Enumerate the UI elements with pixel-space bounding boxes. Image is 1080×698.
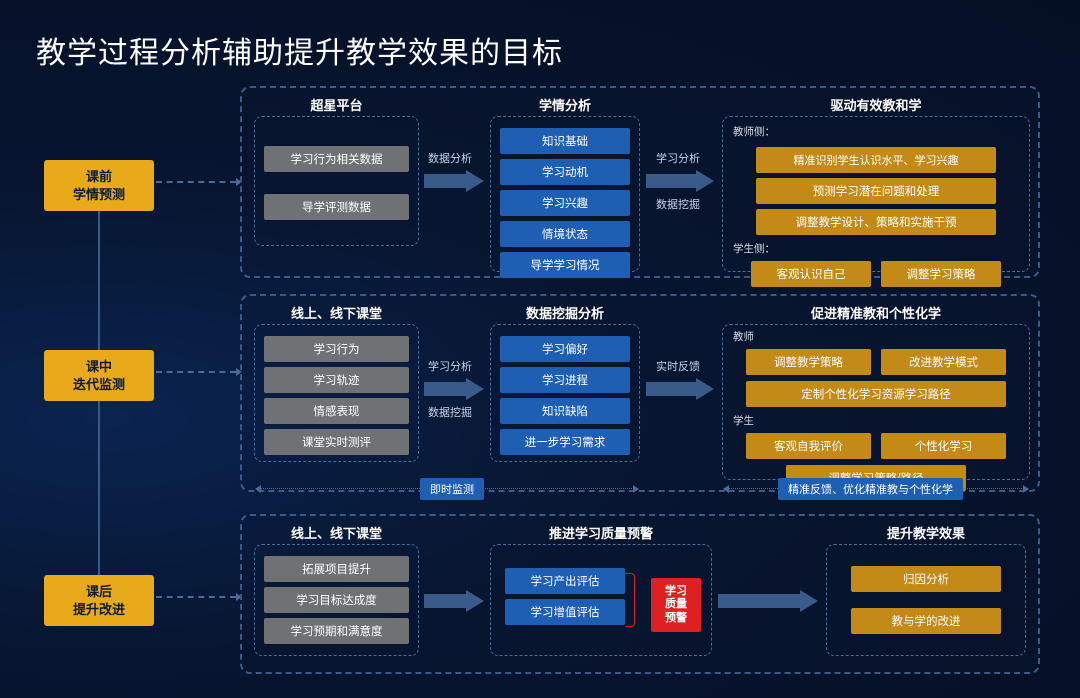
phase-tag-post: 课后 提升改进	[44, 575, 154, 626]
item-box: 精准识别学生认识水平、学习兴趣	[756, 147, 996, 173]
item-box: 学习动机	[500, 159, 630, 185]
group-quality: 推进学习质量预警 学习产出评估 学习增值评估 学习 质量 预警	[490, 544, 712, 656]
section-label: 学生	[729, 412, 1023, 431]
group-title: 推进学习质量预警	[491, 523, 711, 542]
footer-chip-left: 即时监测	[420, 478, 484, 500]
section-label: 教师侧：	[729, 123, 1023, 142]
item-box: 学习产出评估	[505, 568, 625, 594]
warning-box: 学习 质量 预警	[651, 578, 701, 632]
item-box: 学习增值评估	[505, 599, 625, 625]
diagram-canvas: 课前 学情预测 课中 迭代监测 课后 提升改进 超星平台 学习行为相关数据 导学…	[0, 78, 1080, 698]
phase-line1: 课后	[44, 583, 154, 601]
group-title: 学情分析	[491, 95, 639, 114]
phase-line1: 课前	[44, 168, 154, 186]
arrow-label: 实时反馈	[656, 358, 700, 374]
group-title: 超星平台	[255, 95, 418, 114]
spine-line	[98, 398, 100, 598]
group-title: 驱动有效教和学	[723, 95, 1029, 114]
group-classroom: 线上、线下课堂 学习行为 学习轨迹 情感表现 课堂实时测评	[254, 324, 419, 462]
group-title: 提升教学效果	[827, 523, 1025, 542]
phase-line2: 学情预测	[44, 186, 154, 204]
page-title: 教学过程分析辅助提升教学效果的目标	[36, 28, 563, 72]
section-label: 教师	[729, 328, 1023, 347]
phase-line2: 提升改进	[44, 601, 154, 619]
item-box: 进一步学习需求	[500, 429, 630, 455]
arrow-label: 数据分析	[428, 150, 472, 166]
group-mining: 数据挖掘分析 学习偏好 学习进程 知识缺陷 进一步学习需求	[490, 324, 640, 462]
flow-arrow	[718, 590, 818, 612]
item-box: 导学评测数据	[264, 194, 409, 220]
flow-arrow	[646, 170, 714, 192]
connector	[156, 371, 236, 373]
panel-row-3: 线上、线下课堂 拓展项目提升 学习目标达成度 学习预期和满意度 推进学习质量预警…	[240, 514, 1040, 674]
item-box: 课堂实时测评	[264, 429, 409, 455]
item-box: 学习行为相关数据	[264, 146, 409, 172]
item-box: 情境状态	[500, 221, 630, 247]
phase-tag-mid: 课中 迭代监测	[44, 350, 154, 401]
flow-arrow	[424, 378, 484, 400]
item-box: 学习预期和满意度	[264, 618, 409, 644]
panel-row-1: 超星平台 学习行为相关数据 导学评测数据 数据分析 学情分析 知识基础 学习动机…	[240, 86, 1040, 278]
connector	[156, 181, 236, 183]
item-box: 预测学习潜在问题和处理	[756, 178, 996, 204]
item-box: 知识基础	[500, 128, 630, 154]
footer-chip-right: 精准反馈、优化精准教与个性化学	[778, 478, 963, 500]
item-box: 情感表现	[264, 398, 409, 424]
flow-arrow	[424, 590, 484, 612]
arrow-label: 学习分析	[428, 358, 472, 374]
section-label: 学生侧：	[729, 240, 1023, 259]
item-box: 导学学习情况	[500, 252, 630, 278]
group-classroom2: 线上、线下课堂 拓展项目提升 学习目标达成度 学习预期和满意度	[254, 544, 419, 656]
item-box: 调整学习策略	[881, 261, 1001, 287]
item-box: 学习轨迹	[264, 367, 409, 393]
flow-arrow	[646, 378, 714, 400]
brace	[625, 573, 635, 627]
phase-line1: 课中	[44, 358, 154, 376]
group-improve: 提升教学效果 归因分析 教与学的改进	[826, 544, 1026, 656]
arrow-label: 数据挖掘	[428, 404, 472, 420]
item-box: 归因分析	[851, 566, 1001, 592]
item-box: 客观认识自己	[751, 261, 871, 287]
flow-arrow	[424, 170, 484, 192]
phase-tag-pre: 课前 学情预测	[44, 160, 154, 211]
group-title: 线上、线下课堂	[255, 523, 418, 542]
group-title: 数据挖掘分析	[491, 303, 639, 322]
item-box: 学习兴趣	[500, 190, 630, 216]
group-title: 线上、线下课堂	[255, 303, 418, 322]
group-platform: 超星平台 学习行为相关数据 导学评测数据	[254, 116, 419, 246]
item-box: 客观自我评价	[746, 433, 871, 459]
item-box: 调整教学策略	[746, 349, 871, 375]
item-box: 教与学的改进	[851, 608, 1001, 634]
arrow-label: 数据挖掘	[656, 196, 700, 212]
arrow-label: 学习分析	[656, 150, 700, 166]
item-box: 改进教学模式	[881, 349, 1006, 375]
item-box: 调整教学设计、策略和实施干预	[756, 209, 996, 235]
connector	[156, 596, 236, 598]
item-box: 学习目标达成度	[264, 587, 409, 613]
item-box: 学习行为	[264, 336, 409, 362]
item-box: 拓展项目提升	[264, 556, 409, 582]
item-box: 定制个性化学习资源学习路径	[746, 381, 1006, 407]
panel-row-2: 线上、线下课堂 学习行为 学习轨迹 情感表现 课堂实时测评 学习分析 数据挖掘 …	[240, 294, 1040, 492]
spine-line	[98, 186, 100, 374]
item-box: 个性化学习	[881, 433, 1006, 459]
group-title: 促进精准教和个性化学	[723, 303, 1029, 322]
item-box: 知识缺陷	[500, 398, 630, 424]
group-analysis: 学情分析 知识基础 学习动机 学习兴趣 情境状态 导学学习情况	[490, 116, 640, 272]
group-drive: 驱动有效教和学 教师侧： 精准识别学生认识水平、学习兴趣 预测学习潜在问题和处理…	[722, 116, 1030, 272]
item-box: 学习偏好	[500, 336, 630, 362]
phase-line2: 迭代监测	[44, 376, 154, 394]
item-box: 学习进程	[500, 367, 630, 393]
group-precise: 促进精准教和个性化学 教师 调整教学策略 改进教学模式 定制个性化学习资源学习路…	[722, 324, 1030, 480]
